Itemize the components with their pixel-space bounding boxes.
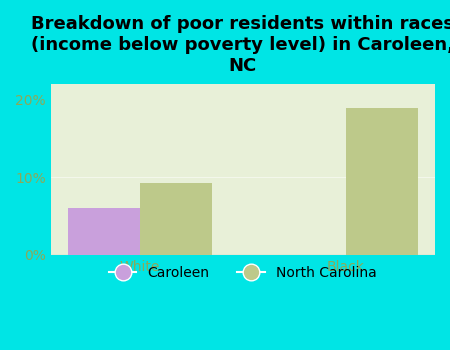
Title: Breakdown of poor residents within races
(income below poverty level) in Carolee: Breakdown of poor residents within races… xyxy=(32,15,450,75)
Bar xyxy=(68,208,140,255)
Bar xyxy=(140,183,212,255)
Legend: Caroleen, North Carolina: Caroleen, North Carolina xyxy=(103,260,382,285)
Bar xyxy=(346,108,418,255)
